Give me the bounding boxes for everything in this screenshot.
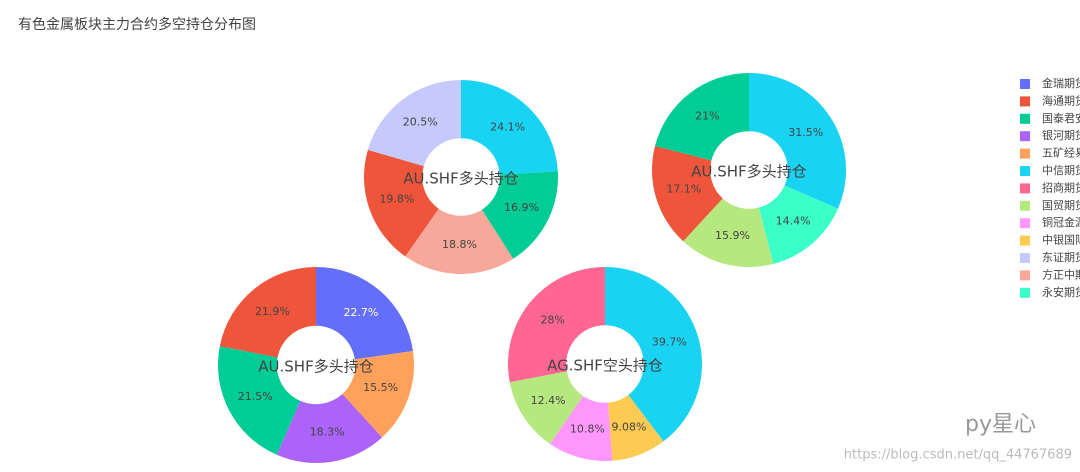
pie-slice	[276, 393, 383, 463]
watermark-url: https://blog.csdn.net/qq_44767689	[844, 448, 1072, 463]
legend-swatch[interactable]	[1020, 131, 1030, 142]
legend-swatch[interactable]	[1020, 96, 1030, 107]
legend-swatch[interactable]	[1020, 253, 1030, 263]
pie-slice	[481, 171, 558, 259]
slice-label: 10.8%	[570, 423, 605, 436]
slice-label: 15.9%	[715, 229, 750, 242]
legend-label[interactable]: 国贸期货	[1042, 198, 1080, 212]
legend-swatch[interactable]	[1020, 218, 1030, 229]
legend-label[interactable]: 中信期货	[1042, 163, 1080, 177]
pie-slice	[508, 267, 605, 383]
pie-slice	[342, 351, 414, 438]
slice-label: 21%	[695, 109, 719, 122]
legend-swatch[interactable]	[1020, 200, 1030, 211]
legend-swatch[interactable]	[1020, 270, 1030, 281]
slice-label: 14.4%	[776, 215, 811, 228]
legend-swatch[interactable]	[1020, 79, 1030, 89]
legend-swatch[interactable]	[1020, 287, 1030, 298]
pie-slice	[364, 149, 439, 257]
pie-slice	[550, 395, 613, 461]
slice-label: 24.1%	[490, 121, 525, 134]
slice-label: 39.7%	[652, 335, 687, 348]
legend-label[interactable]: 国泰君安	[1042, 111, 1080, 125]
slice-label: 19.8%	[379, 192, 414, 205]
slice-label: 22.7%	[343, 306, 378, 319]
slice-label: 12.4%	[531, 394, 566, 407]
pie-title: AU.SHF多头持仓	[691, 163, 806, 181]
watermark-brand: py星心	[965, 412, 1036, 437]
slice-label: 18.3%	[310, 426, 345, 439]
slice-label: 28%	[540, 314, 564, 327]
pie-slice	[652, 146, 723, 242]
legend-label[interactable]: 海通期货	[1042, 93, 1080, 107]
pie-title: AU.SHF多头持仓	[258, 358, 373, 376]
legend-label[interactable]: 招商期货	[1042, 180, 1080, 194]
legend-label[interactable]: 银河期货	[1042, 128, 1080, 142]
slice-label: 18.8%	[442, 238, 477, 251]
legend-swatch[interactable]	[1020, 148, 1030, 159]
pie-slice	[607, 394, 664, 461]
legend-label[interactable]: 金瑞期货	[1042, 76, 1080, 90]
legend-swatch[interactable]	[1020, 235, 1030, 246]
slice-label: 17.1%	[666, 182, 701, 195]
legend-label[interactable]: 铜冠金源	[1042, 215, 1080, 229]
slice-label: 20.5%	[403, 116, 438, 129]
pie-slice	[367, 80, 461, 167]
chart-title: 有色金属板块主力合约多空持仓分布图	[18, 16, 256, 33]
legend-label[interactable]: 永安期货	[1042, 285, 1080, 299]
pie-title: AG.SHF空头持仓	[547, 357, 663, 375]
legend-label[interactable]: 中银国际	[1042, 233, 1080, 247]
pie-slice	[509, 371, 584, 444]
pie-slice	[405, 208, 514, 274]
pie-slice	[316, 267, 413, 360]
legend-swatch[interactable]	[1020, 183, 1030, 194]
legend-swatch[interactable]	[1020, 166, 1030, 176]
pie-slice	[219, 267, 316, 358]
pie-slice	[683, 198, 774, 267]
slice-label: 31.5%	[788, 126, 823, 139]
legend-label[interactable]: 方正中期	[1042, 267, 1080, 281]
slice-label: 21.9%	[255, 305, 290, 318]
slice-label: 16.9%	[504, 201, 539, 214]
slice-label: 15.5%	[363, 381, 398, 394]
slice-label: 9.08%	[612, 421, 647, 434]
pie-slice	[655, 73, 749, 161]
slice-label: 21.5%	[238, 390, 273, 403]
legend-swatch[interactable]	[1020, 113, 1030, 124]
legend-label[interactable]: 五矿经易	[1042, 147, 1080, 160]
pie-slice	[218, 346, 301, 455]
pie-slice	[749, 73, 846, 209]
legend-label[interactable]: 东证期货	[1042, 250, 1080, 264]
pie-slice	[758, 185, 838, 264]
pie-title: AU.SHF多头持仓	[403, 170, 518, 188]
pie-slice	[605, 267, 702, 442]
pie-slice	[461, 80, 558, 175]
